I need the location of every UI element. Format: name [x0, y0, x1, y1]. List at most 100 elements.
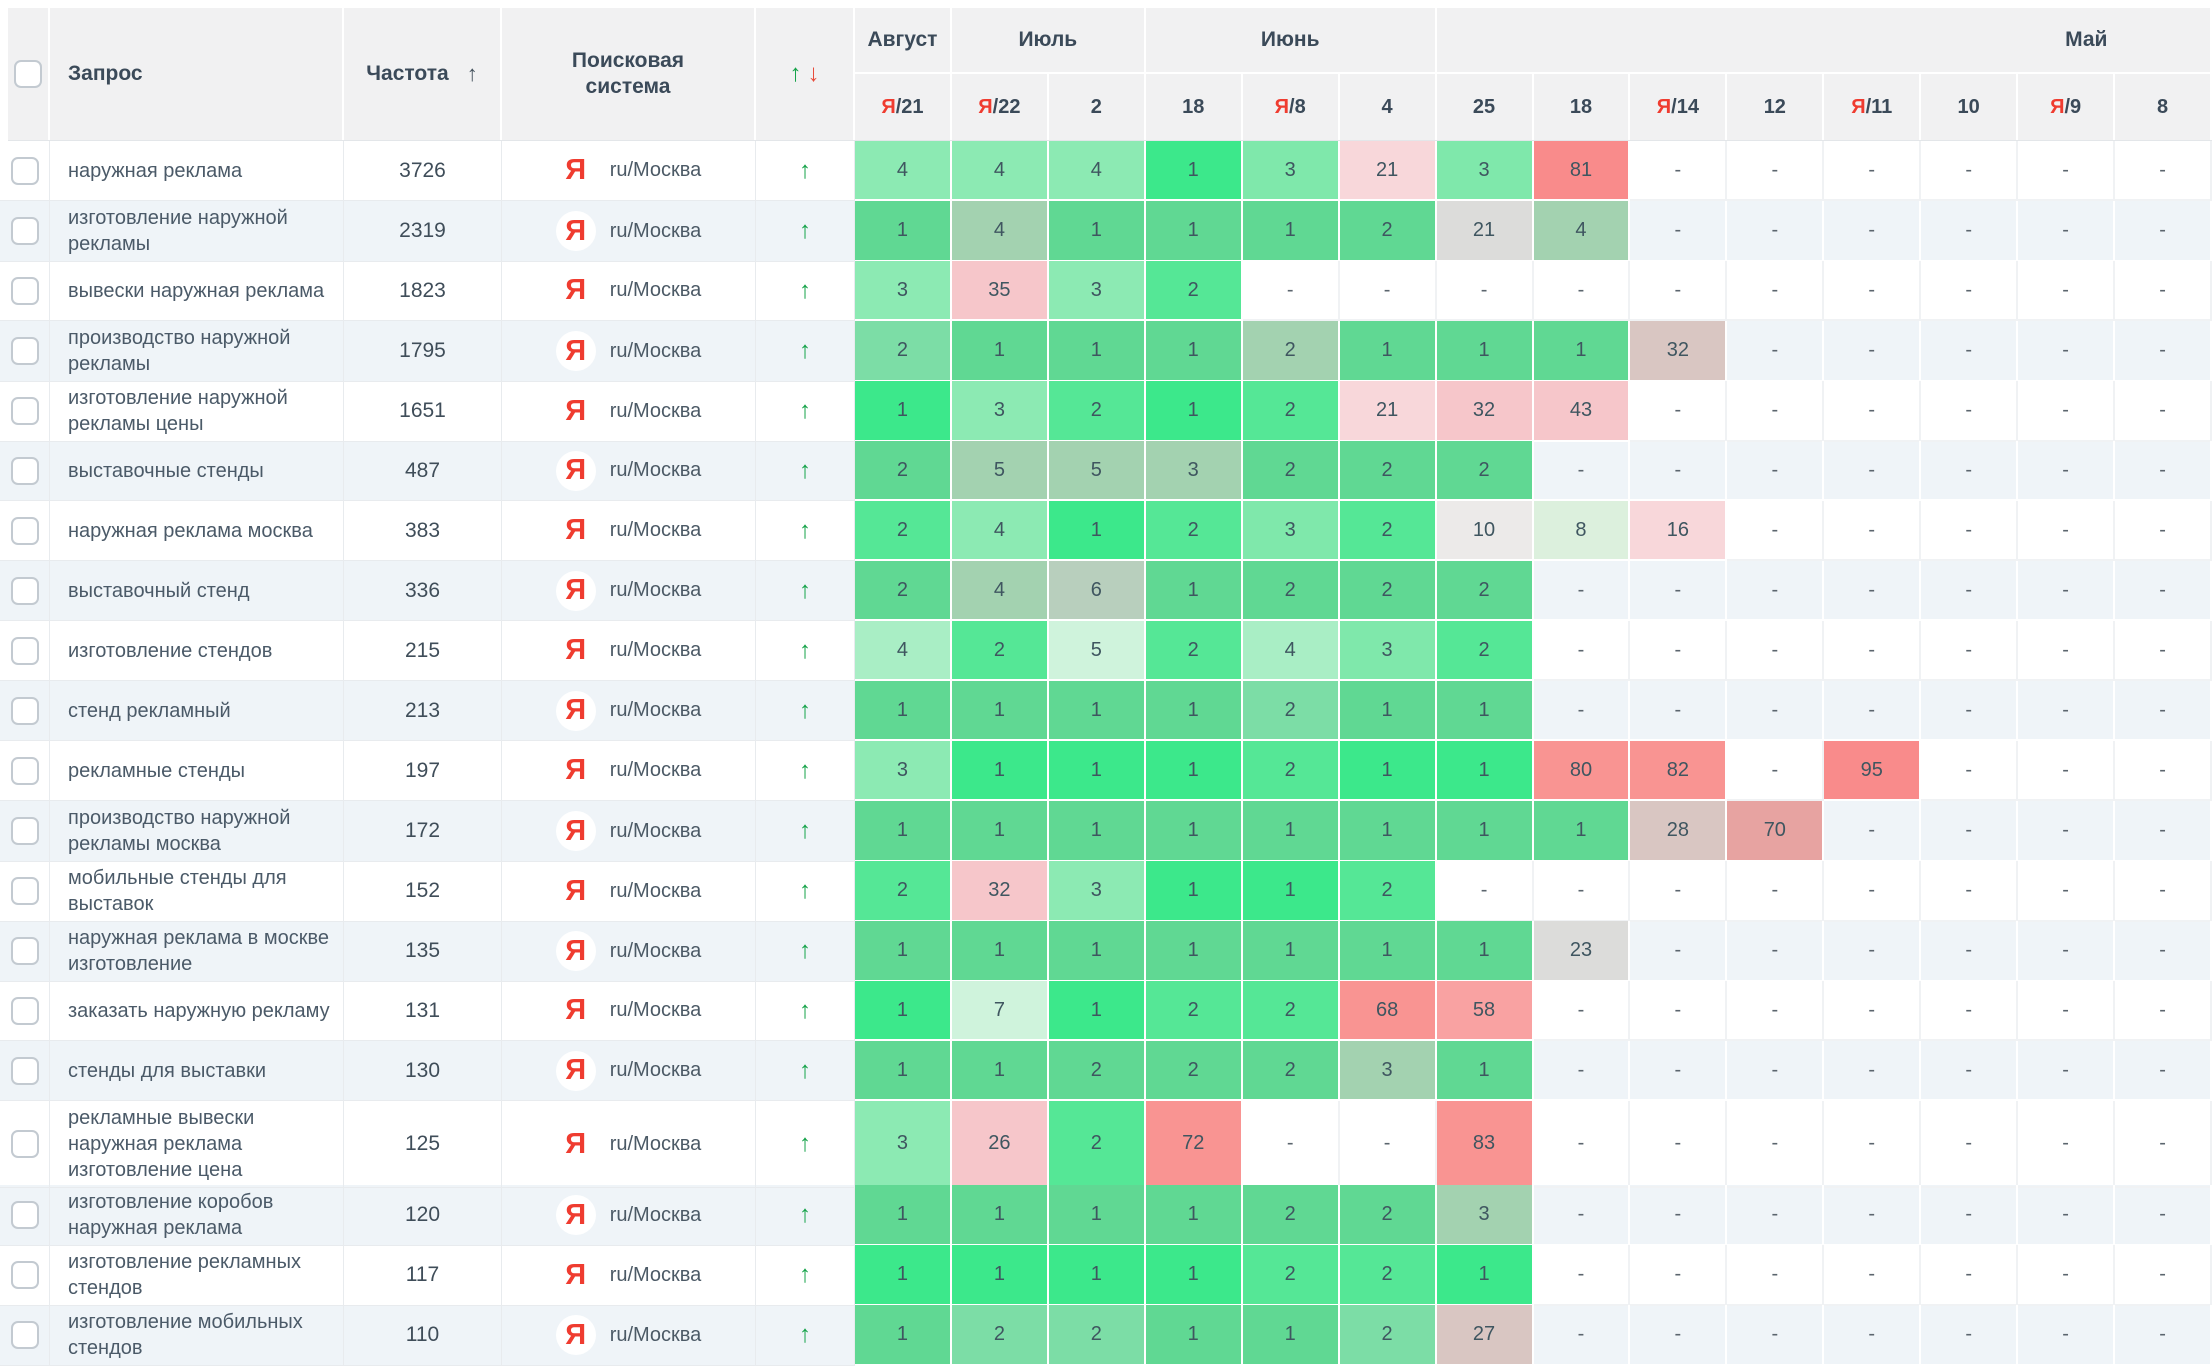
- position-cell: 1: [1533, 801, 1631, 862]
- trend-up-icon: ↑: [756, 1185, 855, 1246]
- row-checkbox[interactable]: [10, 636, 39, 665]
- column-header-dynamics[interactable]: ↑ ↓: [756, 8, 855, 140]
- row-checkbox[interactable]: [10, 996, 39, 1025]
- row-checkbox[interactable]: [10, 1321, 39, 1349]
- position-cell: -: [1824, 621, 1922, 681]
- yandex-icon: Я: [555, 1315, 596, 1355]
- position-cell: -: [1727, 501, 1825, 561]
- position-cell: 3: [1242, 141, 1340, 201]
- query-cell[interactable]: наружная реклама: [50, 141, 344, 201]
- row-checkbox[interactable]: [10, 516, 39, 545]
- position-cell: 1: [1145, 1305, 1243, 1366]
- query-cell[interactable]: стенды для выставки: [50, 1041, 344, 1101]
- day-header[interactable]: 12: [1727, 74, 1825, 140]
- row-checkbox[interactable]: [10, 1130, 39, 1158]
- query-cell[interactable]: изготовление мобильных стендов: [50, 1305, 344, 1366]
- query-cell[interactable]: наружная реклама в москве изготовление: [50, 921, 344, 982]
- position-cell: 1: [855, 381, 952, 442]
- day-header[interactable]: Я/22: [951, 74, 1049, 140]
- engine-region-label: ru/Москва: [609, 1263, 702, 1286]
- select-all-checkbox[interactable]: [14, 60, 42, 88]
- position-cell: -: [1339, 1101, 1437, 1188]
- frequency-cell: 487: [344, 441, 502, 501]
- day-header[interactable]: 4: [1339, 74, 1437, 140]
- position-cell: 2: [1339, 501, 1437, 561]
- row-checkbox[interactable]: [10, 817, 39, 845]
- query-cell[interactable]: рекламные стенды: [50, 741, 344, 801]
- query-cell[interactable]: рекламные вывески наружная реклама изгот…: [50, 1101, 344, 1188]
- query-cell[interactable]: вывески наружная реклама: [50, 261, 344, 321]
- query-cell[interactable]: производство наружной рекламы москва: [50, 801, 344, 862]
- query-cell[interactable]: изготовление рекламных стендов: [50, 1245, 344, 1306]
- row-checkbox[interactable]: [10, 217, 39, 245]
- day-header[interactable]: Я/14: [1630, 74, 1728, 140]
- checkbox-cell: [0, 1305, 50, 1366]
- row-checkbox[interactable]: [10, 1201, 39, 1229]
- row-checkbox[interactable]: [10, 1056, 39, 1085]
- position-cell: -: [1824, 261, 1922, 321]
- query-cell[interactable]: выставочные стенды: [50, 441, 344, 501]
- row-checkbox[interactable]: [10, 456, 39, 485]
- position-cell: -: [2018, 1245, 2116, 1306]
- position-cell: -: [1824, 201, 1922, 262]
- row-checkbox[interactable]: [10, 576, 39, 605]
- row-checkbox[interactable]: [10, 276, 39, 305]
- position-cell: -: [1921, 1041, 2019, 1101]
- query-cell[interactable]: заказать наружную рекламу: [50, 981, 344, 1041]
- query-cell[interactable]: наружная реклама москва: [50, 501, 344, 561]
- day-header[interactable]: 2: [1048, 74, 1146, 140]
- position-cell: -: [1630, 1101, 1728, 1188]
- trend-up-icon: ↑: [756, 981, 855, 1041]
- position-cell: 82: [1630, 741, 1728, 801]
- column-header-frequency[interactable]: Частота ↑: [344, 8, 502, 140]
- column-header-engine: Поисковая система: [502, 8, 756, 140]
- position-cell: -: [1533, 1245, 1631, 1306]
- query-cell[interactable]: изготовление стендов: [50, 621, 344, 681]
- day-header[interactable]: 10: [1921, 74, 2019, 140]
- day-header[interactable]: 18: [1145, 74, 1243, 140]
- row-checkbox[interactable]: [10, 397, 39, 425]
- checkbox-cell: [0, 921, 50, 982]
- query-cell[interactable]: изготовление наружной рекламы цены: [50, 381, 344, 442]
- query-cell[interactable]: выставочный стенд: [50, 561, 344, 621]
- table-row: наружная реклама в москве изготовление 13…: [0, 921, 2212, 982]
- row-checkbox[interactable]: [10, 756, 39, 785]
- yandex-icon: Я: [555, 690, 596, 731]
- day-header[interactable]: Я/8: [1242, 74, 1340, 140]
- row-checkbox[interactable]: [10, 937, 39, 965]
- row-checkbox[interactable]: [10, 156, 39, 185]
- day-header[interactable]: Я/9: [2018, 74, 2116, 140]
- row-checkbox[interactable]: [10, 337, 39, 365]
- day-header[interactable]: Я/11: [1824, 74, 1922, 140]
- day-header[interactable]: 25: [1436, 74, 1534, 140]
- day-header[interactable]: 8: [2115, 74, 2212, 140]
- position-cell: -: [1727, 861, 1825, 922]
- position-cell: -: [1727, 921, 1825, 982]
- day-header[interactable]: 18: [1533, 74, 1631, 140]
- trend-up-icon: ↑: [756, 501, 855, 561]
- yandex-icon: Я: [555, 630, 596, 671]
- query-cell[interactable]: производство наружной рекламы: [50, 321, 344, 382]
- trend-up-icon: ↑: [756, 921, 855, 982]
- position-cell: -: [1824, 381, 1922, 442]
- query-cell[interactable]: изготовление наружной рекламы: [50, 201, 344, 262]
- frequency-cell: 383: [344, 501, 502, 561]
- day-header[interactable]: Я/21: [855, 74, 952, 140]
- row-checkbox[interactable]: [10, 696, 39, 725]
- frequency-cell: 152: [344, 861, 502, 922]
- checkbox-cell: [0, 1185, 50, 1246]
- query-cell[interactable]: стенд рекламный: [50, 681, 344, 741]
- row-checkbox[interactable]: [10, 1261, 39, 1289]
- query-cell[interactable]: мобильные стенды для выставок: [50, 861, 344, 922]
- query-cell[interactable]: изготовление коробов наружная реклама: [50, 1185, 344, 1246]
- column-header-query[interactable]: Запрос: [50, 8, 344, 140]
- row-checkbox[interactable]: [10, 877, 39, 905]
- position-cell: 58: [1436, 981, 1534, 1041]
- position-cell: -: [2115, 441, 2212, 501]
- position-cell: -: [2018, 1185, 2116, 1246]
